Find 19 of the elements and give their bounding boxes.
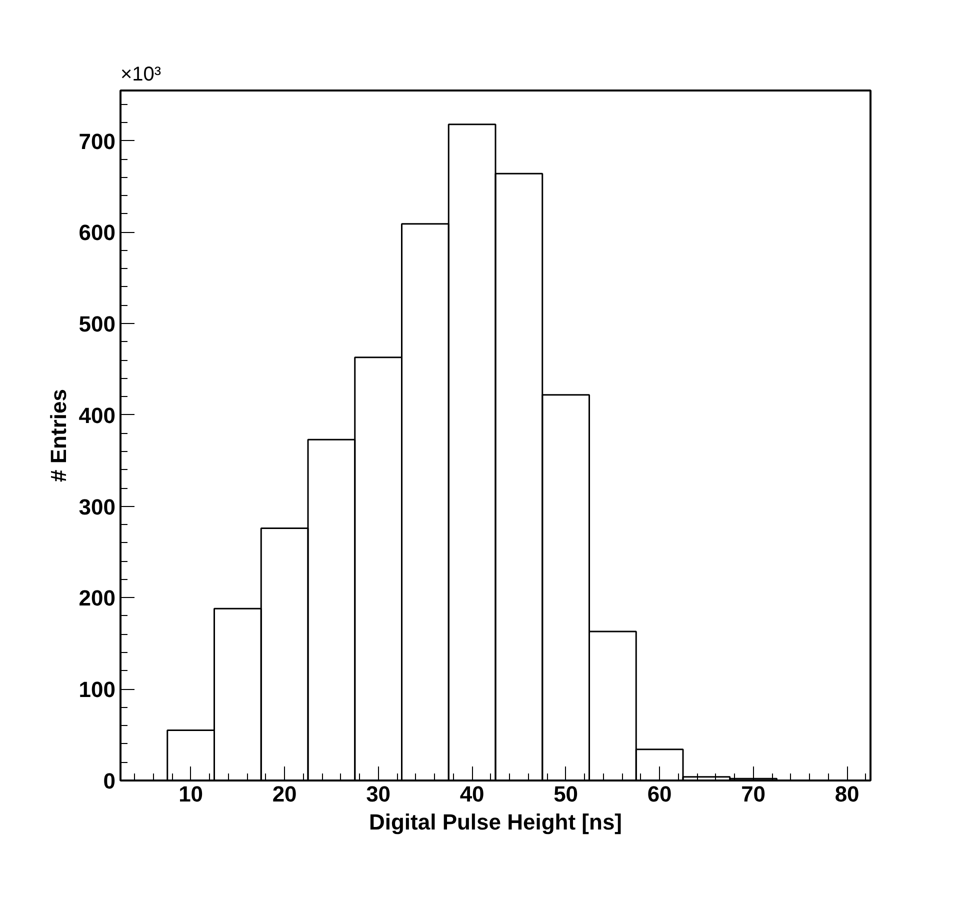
text: ×10³: [120, 64, 162, 86]
x-tick-label: 50: [554, 782, 578, 806]
y-tick-label: 700: [78, 128, 116, 154]
y-tick-label: 100: [78, 677, 116, 702]
x-axis-title: Digital Pulse Height [ns]: [368, 810, 622, 834]
y-tick-label: 500: [78, 312, 116, 337]
y-tick-label: 600: [78, 220, 116, 246]
x-tick-label: 70: [741, 782, 766, 806]
x-tick-label: 60: [647, 782, 672, 806]
x-tick-label: 30: [366, 782, 391, 806]
y-axis-title: # Entries: [46, 389, 71, 482]
x-tick-label: 40: [460, 782, 484, 806]
y-tick-label: 400: [78, 402, 116, 428]
y-tick-label: 300: [78, 494, 116, 520]
x-tick-label: 80: [834, 782, 860, 806]
x-tick-label: 20: [272, 782, 297, 806]
y-tick-label: 200: [78, 586, 116, 611]
y-tick-label: 0: [103, 768, 116, 794]
x-tick-label: 10: [178, 782, 204, 806]
